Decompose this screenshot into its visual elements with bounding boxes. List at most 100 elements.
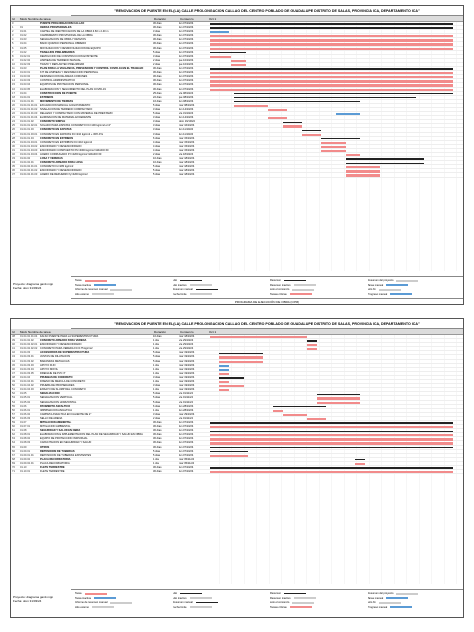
task-bar[interactable] [231, 59, 247, 63]
table-row[interactable]: 28 01.04.01.04 CONCRETO EN ESTRIBOS 6 días m… [11, 137, 463, 141]
summary-bar[interactable] [219, 377, 244, 379]
task-bar[interactable] [209, 47, 453, 50]
task-bar[interactable] [219, 356, 264, 359]
task-bar[interactable] [355, 462, 366, 466]
task-bar[interactable] [209, 438, 453, 441]
table-row[interactable]: 9 01.02.02 LIMPIEZA DE TERRENO MANUAL 2 día… [11, 59, 463, 63]
table-row[interactable]: 11 01.03 PLAN PARA LA VIGILANCIA, PREVENCI… [11, 67, 463, 72]
task-bar[interactable] [209, 426, 453, 429]
table-row[interactable]: 0 PUENTE PROLONGACION CALLAO 30 días lun 07… [11, 22, 463, 27]
table-row[interactable]: 57 01.06.02 CARPETA ASFALTICA EN CALIENTE … [11, 413, 463, 417]
summary-bar[interactable] [209, 446, 453, 449]
table-row[interactable]: 4 01.03 SEÑALIZACION DE OBRA Y DESVIOS 30 d… [11, 38, 463, 43]
task-bar[interactable] [316, 401, 361, 404]
table-row[interactable]: 68 01.09.02 PLACA RECORDATORIA 1 día mar 05/… [11, 458, 463, 462]
table-row[interactable]: 26 01.04.01.03 CONCRETO EN ZAPATAS 3 días lu… [11, 128, 463, 133]
task-bar[interactable] [306, 417, 327, 421]
task-bar[interactable] [282, 125, 302, 128]
task-bar[interactable] [209, 80, 453, 83]
table-row[interactable]: 13 01.03.02 DESINFECCION DE AREAS COMUNES 3… [11, 75, 463, 80]
task-bar[interactable] [345, 174, 380, 177]
task-bar[interactable] [301, 133, 322, 136]
table-row[interactable]: 38 01.04.02.01.04 FALSO PUENTE PARA LA SUP… [11, 335, 463, 340]
table-row[interactable]: 58 01.06.03 SELLO DE ARENA 2 días vie 01/11/… [11, 417, 463, 421]
task-bar[interactable] [231, 63, 247, 67]
task-bar[interactable] [267, 108, 288, 112]
task-bar[interactable] [209, 336, 307, 339]
task-bar[interactable] [209, 454, 249, 457]
summary-bar[interactable] [209, 23, 453, 25]
task-bar[interactable] [209, 31, 229, 34]
summary-bar[interactable] [209, 52, 247, 54]
table-row[interactable]: 1 01 OBRAS PROVISIONALES 30 días lun 07/10/2… [11, 26, 463, 31]
task-bar[interactable] [345, 166, 380, 169]
table-row[interactable]: 15 01.03.04 EQUIPOS DE PROTECCION PERSONAL… [11, 83, 463, 88]
task-bar[interactable] [209, 72, 453, 75]
table-row[interactable]: 10 01.02.03 TRAZO Y REPLANTEO PRELIMINAR 2 … [11, 63, 463, 68]
summary-bar[interactable] [209, 68, 453, 70]
task-bar[interactable] [209, 442, 453, 445]
table-row[interactable]: 19 01.04.01.01 MOVIMIENTO DE TIERRAS 16 día… [11, 100, 463, 104]
summary-bar[interactable] [209, 451, 249, 453]
table-row[interactable]: 5 01.04 BAÑO QUIMICO PERSONAL OBRERO 30 día… [11, 42, 463, 47]
table-row[interactable]: 34 01.04.02.01 CONCRETO ARMADO PARA LOSA 10… [11, 161, 463, 166]
task-bar[interactable] [282, 413, 307, 416]
summary-bar[interactable] [209, 430, 453, 432]
table-row[interactable]: 43 01.04.03.01 JUNTAS DE DILATACION 5 días m… [11, 355, 463, 360]
table-row[interactable]: 36 01.04.02.01.02 ENCOFRADO Y DESENCOFRADO… [11, 169, 463, 174]
task-bar[interactable] [209, 88, 453, 91]
task-bar[interactable] [209, 43, 453, 46]
task-bar[interactable] [306, 344, 317, 347]
table-row[interactable]: 30 01.04.01.04.02 ENCOFRADO Y DESENCOFRADO… [11, 145, 463, 149]
task-bar[interactable] [219, 372, 229, 376]
table-row[interactable]: 27 01.04.01.03.01 CONCRETO EN ZAPATAS FC=2… [11, 133, 463, 137]
table-row[interactable]: 41 01.04.02.02.02 CONCRETO PARA VEREDA FC=… [11, 347, 463, 352]
table-row[interactable]: 40 01.04.02.02.01 ENCOFRADO Y DESENCOFRADO… [11, 343, 463, 348]
task-bar[interactable] [219, 389, 229, 392]
table-row[interactable]: 62 01.08.01 ELABORACION E IMPLEMENTACION D… [11, 433, 463, 438]
summary-bar[interactable] [209, 467, 453, 469]
task-bar[interactable] [321, 145, 346, 148]
table-row[interactable]: 23 01.04.01.01.04 ELIMINACION DE MATERIAL … [11, 116, 463, 121]
table-row[interactable]: 47 01.04.03.05 DRENAJE DE PVC 3" 1 día mar 1… [11, 372, 463, 376]
table-row[interactable]: 42 01.04.03 ACCESORIOS DE SUPERESTRUCTURA 5… [11, 351, 463, 356]
table-row[interactable]: 32 01.04.01.04.04 ACERO CORRUGADO FY=4200 … [11, 153, 463, 158]
table-row[interactable]: 33 01.04.02 LOSA Y VEREDAS 10 días mar 18/10… [11, 157, 463, 162]
summary-bar[interactable] [233, 92, 453, 95]
table-row[interactable]: 55 01.06 PAVIMENTO ASFALTICO 6 días lun 28/1… [11, 405, 463, 409]
table-row[interactable]: 22 01.04.01.01.03 RELLENO Y COMPACTADO CON… [11, 112, 463, 117]
summary-bar[interactable] [233, 97, 417, 99]
table-row[interactable]: 6 01.05 MOVILIZACION Y DESMOVILIZACION DE … [11, 47, 463, 51]
task-bar[interactable] [316, 397, 361, 400]
table-row[interactable]: 67 01.09.01.01 REPOSICION DE TUBERIAS EXIS… [11, 454, 463, 458]
table-row[interactable]: 59 01.07 MITIGACION AMBIENTAL 30 días lun 07… [11, 421, 463, 426]
table-row[interactable]: 21 01.04.01.01.02 NIVELACION DE TERRENO CO… [11, 108, 463, 113]
table-row[interactable]: 45 01.04.03.03 APOYO FIJO 1 día mar 19/10/24 [11, 364, 463, 368]
task-bar[interactable] [267, 117, 288, 120]
table-row[interactable]: 46 01.04.03.04 APOYO MOVIL 1 día mar 19/10/2… [11, 368, 463, 372]
task-bar[interactable] [306, 348, 317, 351]
table-row[interactable]: 44 01.04.03.02 BARANDAS METALICAS 5 días mar… [11, 360, 463, 364]
task-bar[interactable] [345, 154, 361, 157]
task-bar[interactable] [219, 364, 229, 367]
summary-bar[interactable] [233, 101, 361, 103]
summary-bar[interactable] [345, 158, 424, 160]
table-row[interactable]: 25 01.04.01.02.01 SOLADO PARA ZAPATAS CONC… [11, 124, 463, 129]
table-row[interactable]: 24 01.04.01.02 CONCRETO SIMPLE 3 días dom 16… [11, 120, 463, 125]
table-row[interactable]: 14 01.03.03 CONTROL ADMINISTRATIVO 30 días l… [11, 79, 463, 84]
summary-bar[interactable] [301, 129, 322, 132]
table-row[interactable]: 37 01.04.02.01.03 ACERO DE REFUERZO fy=420… [11, 173, 463, 178]
summary-bar[interactable] [272, 405, 327, 408]
summary-bar[interactable] [219, 352, 264, 354]
table-row[interactable]: 56 01.06.01 IMPRIMACION ASFALTICA 1 día lun … [11, 409, 463, 413]
task-bar[interactable] [209, 35, 453, 38]
table-row[interactable]: 2 01.01 CARTEL DE IDENTIFICACION DE LA OBR… [11, 30, 463, 35]
table-row[interactable]: 64 01.08.03 CAPACITACION EN SEGURIDAD Y SA… [11, 441, 463, 446]
summary-bar[interactable] [209, 27, 453, 29]
summary-bar[interactable] [282, 121, 302, 123]
task-bar[interactable] [219, 360, 264, 363]
table-row[interactable]: 48 01.04.04 PRUEBAS DE CONCRETO 3 días mar 1… [11, 376, 463, 381]
task-bar[interactable] [209, 55, 232, 58]
task-bar[interactable] [209, 39, 453, 42]
table-row[interactable]: 60 01.07.01 MITIGACION AMBIENTAL 30 días lun… [11, 425, 463, 430]
